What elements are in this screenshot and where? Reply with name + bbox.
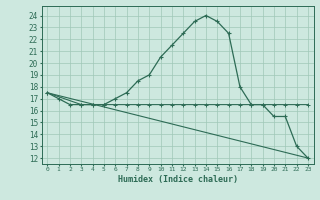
X-axis label: Humidex (Indice chaleur): Humidex (Indice chaleur) xyxy=(118,175,237,184)
